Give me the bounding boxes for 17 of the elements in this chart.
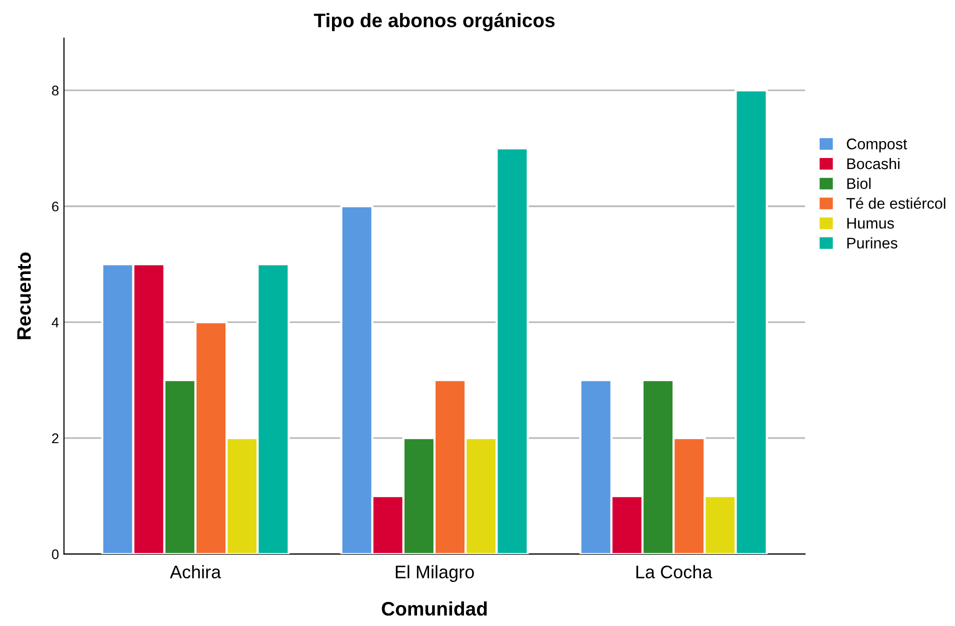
y-tick-label: 2 [52,433,58,444]
legend-label: Purines [847,237,898,248]
legend-label: Humus [847,218,894,229]
chart-title: Tipo de abonos orgánicos [314,12,555,32]
y-tick-label: 0 [52,549,59,560]
y-tick-label: 4 [52,318,59,328]
x-tick-label: El Milagro [396,565,474,582]
y-axis-title: Recuento [17,252,31,340]
legend-label: Té de estiércol [846,197,946,209]
y-tick-label: 6 [52,202,59,212]
x-axis-title: Comunidad [382,601,487,616]
x-tick-label: Achira [170,565,222,578]
y-tick-label: 8 [52,86,59,96]
legend-label: Compost [846,138,908,152]
x-tick-label: La Cocha [636,565,712,578]
legend-label: Biol [847,178,871,190]
legend-label: Bocashi [847,158,900,170]
